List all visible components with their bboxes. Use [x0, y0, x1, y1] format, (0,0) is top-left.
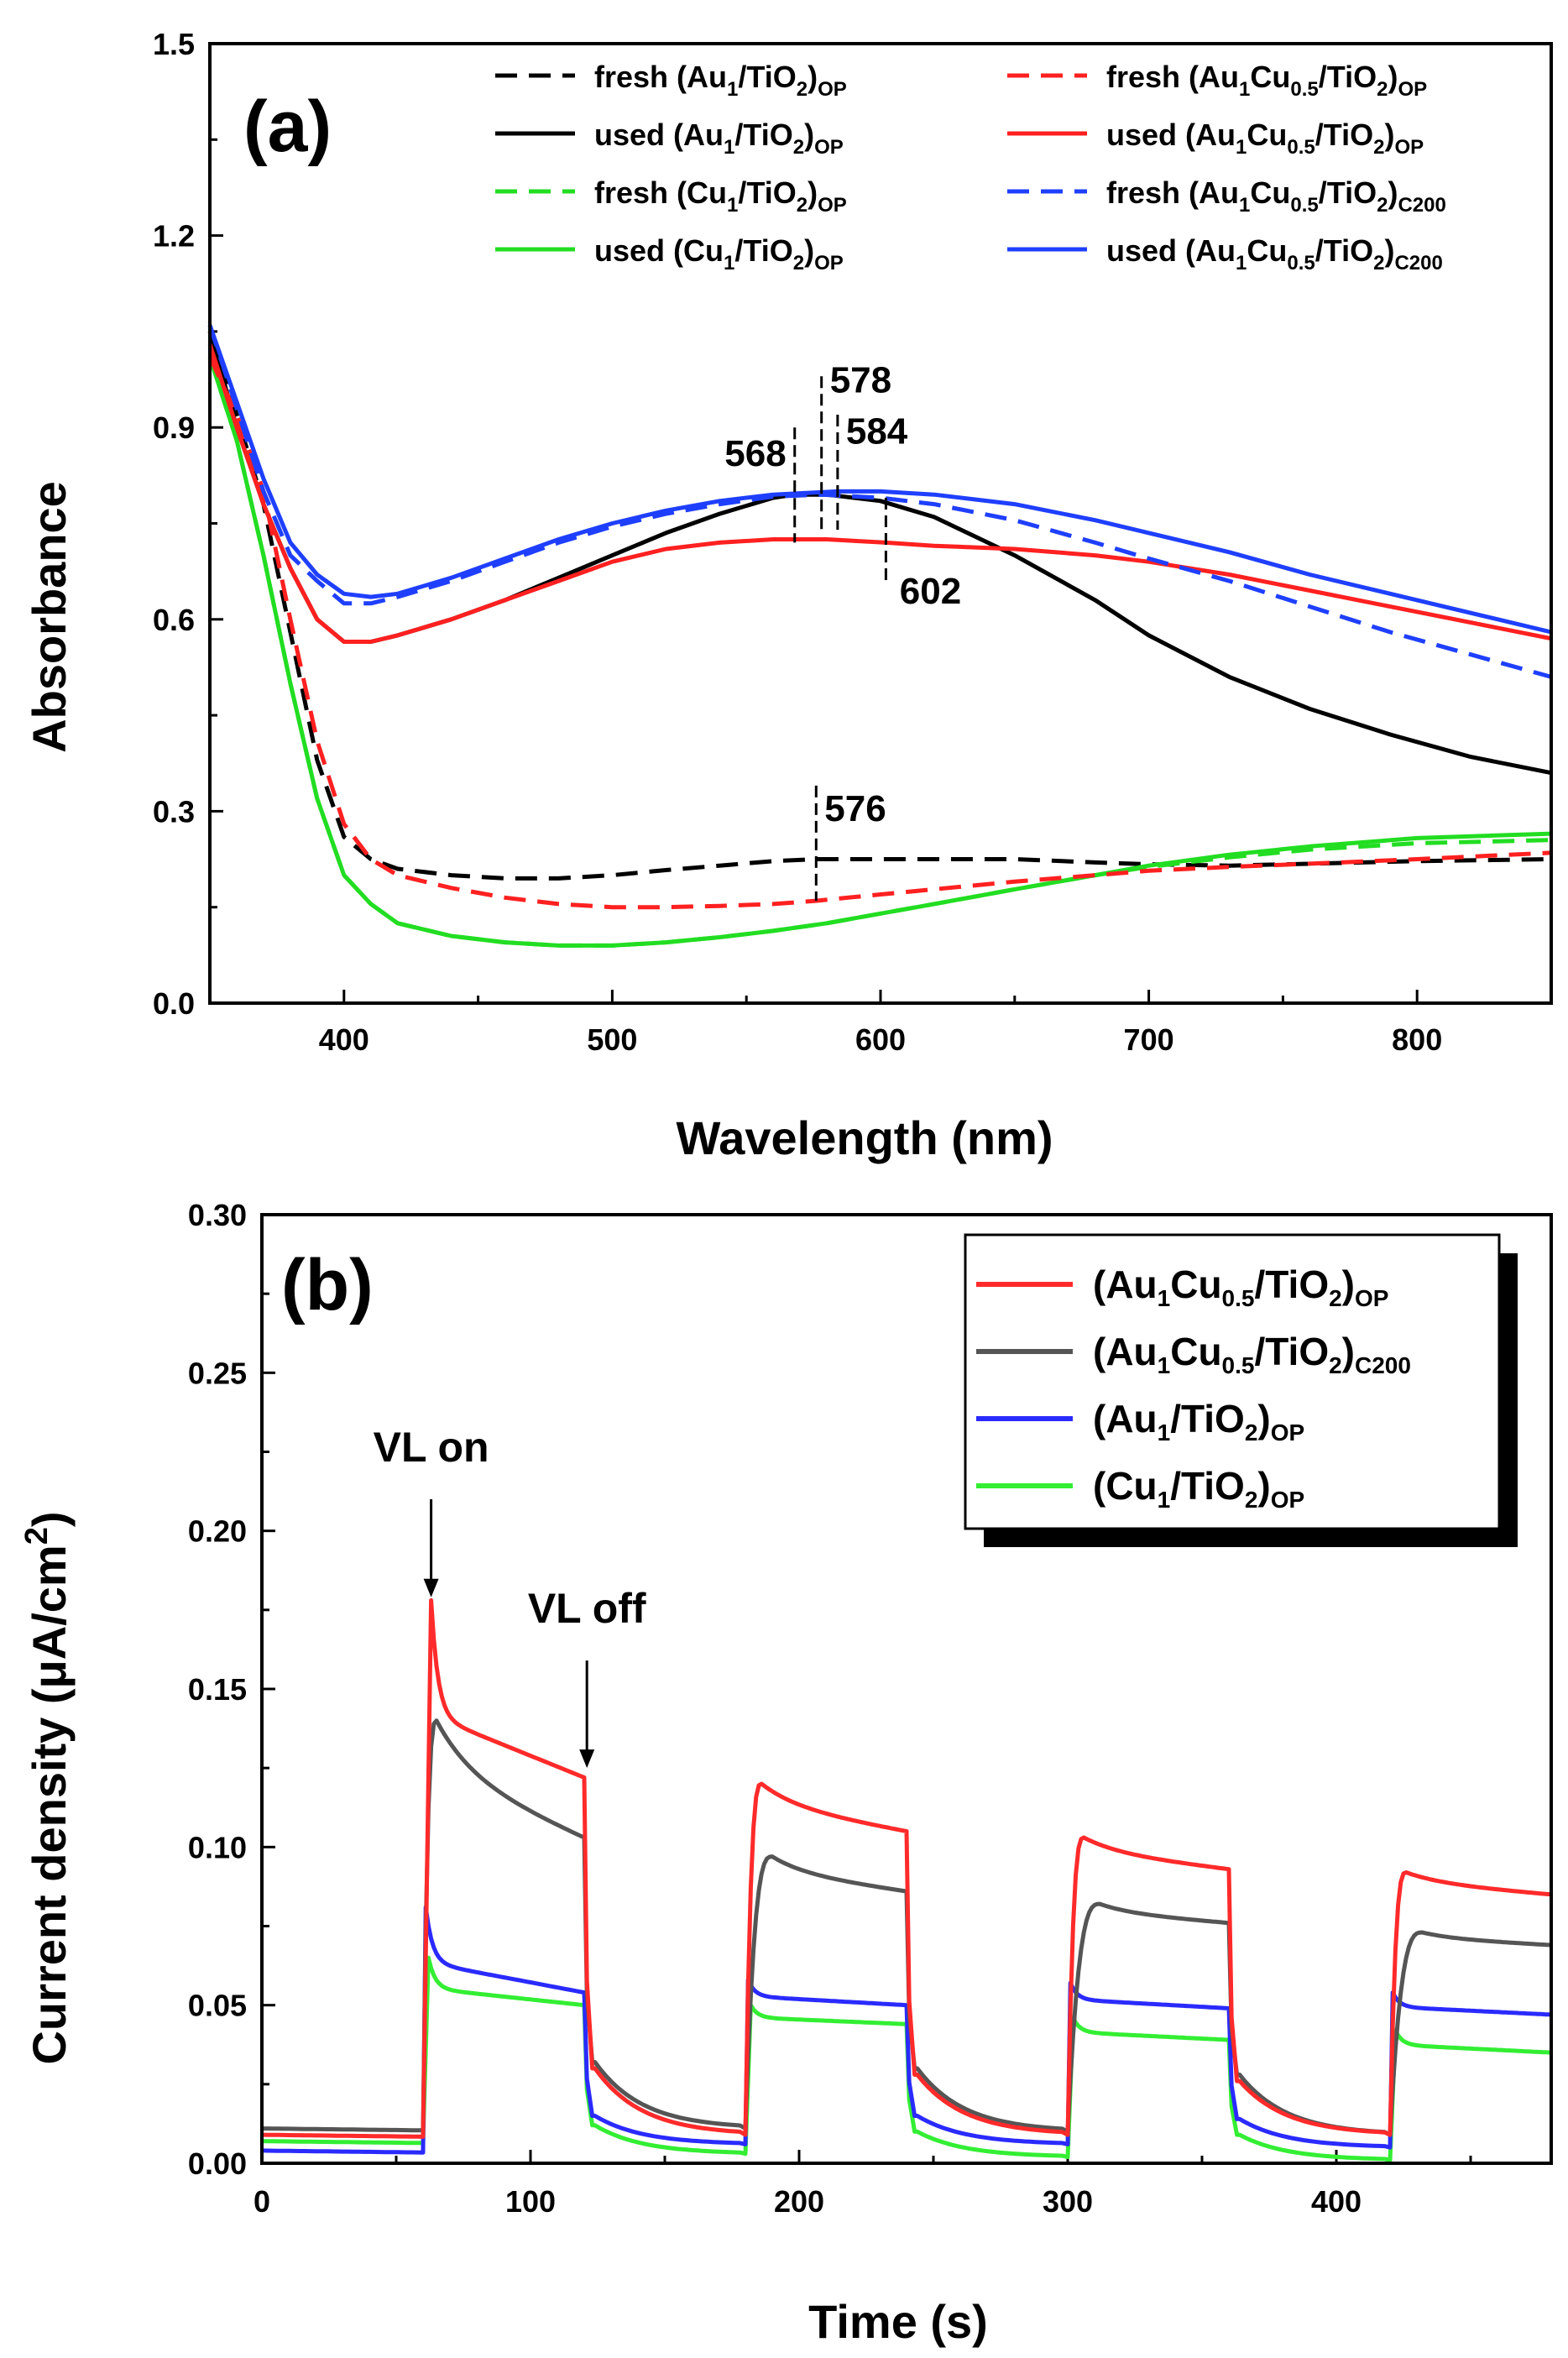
a-annotations: 578 584 568 602 576: [724, 359, 961, 902]
b-series-line-2: [261, 1905, 1552, 2155]
b-x-tick-label: 200: [774, 2184, 824, 2219]
a-series-line-3: [207, 356, 1552, 948]
a-series-line-5: [207, 343, 1552, 644]
a-legend: fresh (Au1/TiO2)OP used (Au1/TiO2)OP fresh…: [495, 60, 1446, 274]
panel-a-label: (a): [243, 86, 332, 167]
a-peak-label-602: 602: [900, 571, 961, 612]
a-legend-label-4: fresh (Au1Cu0.5/TiO2)OP: [1106, 60, 1427, 101]
b-legend-label-2: (Au1/TiO2)OP: [1093, 1397, 1304, 1446]
chart-a: (a) Wavelength (nm) Absorbance 400 500 600…: [23, 27, 1553, 1164]
b-arrow-head-0: [423, 1578, 439, 1597]
a-y-tick-label: 0.9: [153, 410, 195, 445]
a-y-tick-label: 0.0: [153, 986, 195, 1021]
b-y-tick-label: 0.20: [188, 1514, 247, 1549]
a-legend-label-5: used (Au1Cu0.5/TiO2)OP: [1106, 118, 1424, 159]
b-y-tick-label: 0.25: [188, 1356, 247, 1390]
panel-b-label: (b): [281, 1245, 374, 1325]
a-legend-label-6: fresh (Au1Cu0.5/TiO2)C200: [1106, 175, 1446, 217]
b-x-tick-label: 400: [1311, 2184, 1362, 2219]
a-y-tick-label: 0.6: [153, 603, 195, 637]
b-legend-label-3: (Cu1/TiO2)OP: [1093, 1464, 1304, 1513]
a-x-tick-label: 600: [855, 1022, 906, 1057]
b-ticks: 0 100 200 300 400 0.00 0.05 0.10 0.15 0.20 0.25 0.3…: [188, 1198, 1472, 2219]
chart-b: (b) Time (s) Current density (μA/cm2) 0 1…: [19, 1198, 1553, 2348]
a-peak-label-578: 578: [830, 359, 891, 400]
a-peak-label-576: 576: [824, 788, 886, 829]
a-y-tick-label: 0.3: [153, 794, 195, 829]
a-x-tick-label: 500: [587, 1022, 637, 1057]
b-y-tick-label: 0.30: [188, 1198, 247, 1232]
a-plot-frame: [208, 42, 1553, 1005]
a-legend-label-1: used (Au1/TiO2)OP: [594, 118, 844, 159]
a-peak-label-584: 584: [846, 410, 908, 452]
b-plot-frame: [260, 1213, 1553, 2165]
a-x-tick-label: 400: [319, 1022, 369, 1057]
a-series-line-6: [207, 324, 1552, 679]
a-legend-label-0: fresh (Au1/TiO2)OP: [594, 60, 847, 101]
a-y-tick-label: 1.5: [153, 27, 195, 61]
b-y-tick-label: 0.15: [188, 1672, 247, 1707]
b-legend-label-1: (Au1Cu0.5/TiO2)C200: [1093, 1330, 1411, 1378]
a-series-line-7: [207, 324, 1552, 635]
a-series: [207, 324, 1552, 948]
b-annotation-label-1: VL off: [528, 1585, 646, 1632]
b-annotations: VL on VL off: [374, 1424, 646, 1769]
a-y-axis-title: Absorbance: [23, 481, 76, 753]
a-peak-label-568: 568: [724, 433, 786, 474]
b-arrow-head-1: [579, 1749, 595, 1769]
a-legend-label-2: fresh (Cu1/TiO2)OP: [594, 175, 847, 217]
a-legend-label-7: used (Au1Cu0.5/TiO2)C200: [1106, 233, 1443, 274]
a-x-tick-label: 800: [1392, 1022, 1442, 1057]
a-x-axis-title: Wavelength (nm): [676, 1111, 1053, 1164]
b-x-tick-label: 300: [1043, 2184, 1093, 2219]
b-series-line-0: [261, 1598, 1552, 2139]
a-y-tick-label: 1.2: [153, 219, 195, 254]
b-y-axis-title: Current density (μA/cm2): [19, 1511, 76, 2064]
b-y-tick-label: 0.00: [188, 2146, 247, 2181]
a-ticks: 400 500 600 700 800 0.0 0.3 0.6 0.9 1.2 1.5: [153, 27, 1553, 1057]
b-x-tick-label: 100: [505, 2184, 556, 2219]
a-legend-label-3: used (Cu1/TiO2)OP: [594, 233, 844, 274]
b-legend: (Au1Cu0.5/TiO2)OP (Au1Cu0.5/TiO2)C200 (Au1…: [964, 1233, 1518, 1547]
b-series: [261, 1598, 1552, 2162]
a-series-line-4: [207, 356, 1552, 910]
b-annotation-label-0: VL on: [374, 1424, 489, 1471]
b-y-tick-label: 0.05: [188, 1989, 247, 2023]
b-x-tick-label: 0: [253, 2184, 270, 2219]
b-y-tick-label: 0.10: [188, 1830, 247, 1864]
b-legend-label-0: (Au1Cu0.5/TiO2)OP: [1093, 1263, 1388, 1311]
a-series-line-0: [207, 331, 1552, 881]
a-x-tick-label: 700: [1124, 1022, 1174, 1057]
b-x-axis-title: Time (s): [808, 2295, 988, 2348]
